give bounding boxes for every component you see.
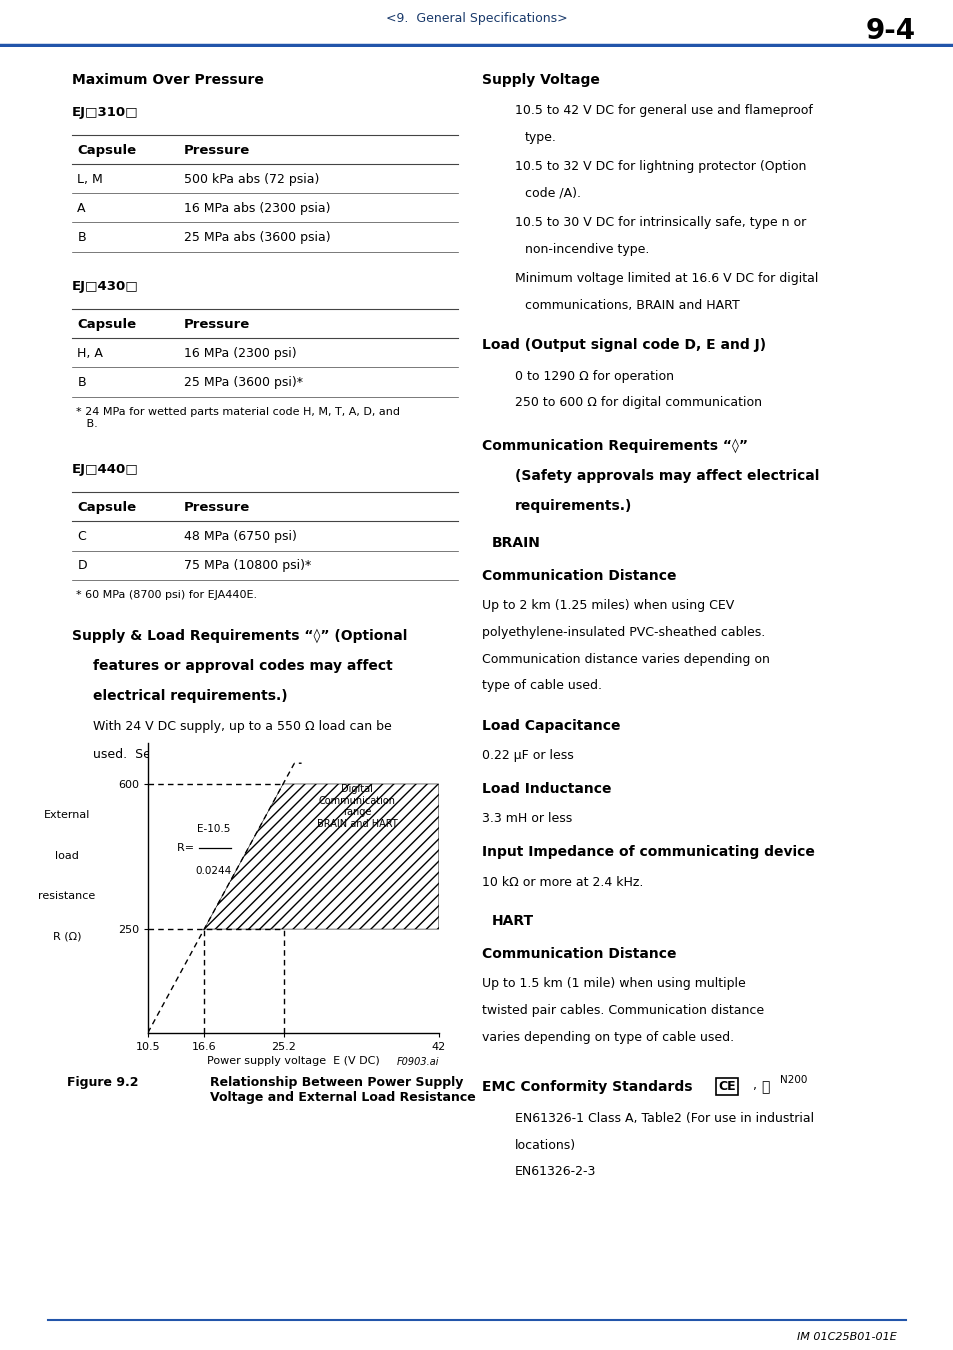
- Text: * 60 MPa (8700 psi) for EJA440E.: * 60 MPa (8700 psi) for EJA440E.: [76, 590, 257, 601]
- Text: 10 kΩ or more at 2.4 kHz.: 10 kΩ or more at 2.4 kHz.: [481, 876, 642, 888]
- Polygon shape: [204, 784, 438, 929]
- Text: External: External: [44, 810, 90, 819]
- Text: EN61326-1 Class A, Table2 (For use in industrial: EN61326-1 Class A, Table2 (For use in in…: [515, 1112, 814, 1125]
- Text: Capsule: Capsule: [77, 143, 136, 157]
- Text: B: B: [77, 231, 86, 244]
- Text: twisted pair cables. Communication distance: twisted pair cables. Communication dista…: [481, 1004, 763, 1017]
- Text: polyethylene-insulated PVC-sheathed cables.: polyethylene-insulated PVC-sheathed cabl…: [481, 626, 764, 639]
- Text: 75 MPa (10800 psi)*: 75 MPa (10800 psi)*: [183, 559, 311, 572]
- Text: 16 MPa abs (2300 psia): 16 MPa abs (2300 psia): [183, 202, 330, 215]
- Text: 0.22 μF or less: 0.22 μF or less: [481, 749, 573, 761]
- Text: type.: type.: [524, 131, 556, 144]
- Text: communications, BRAIN and HART: communications, BRAIN and HART: [524, 298, 739, 312]
- Text: Up to 1.5 km (1 mile) when using multiple: Up to 1.5 km (1 mile) when using multipl…: [481, 977, 744, 991]
- Text: electrical requirements.): electrical requirements.): [92, 690, 287, 703]
- Text: Communication Requirements “◊”: Communication Requirements “◊”: [481, 439, 747, 452]
- Text: Pressure: Pressure: [183, 319, 250, 331]
- Text: Capsule: Capsule: [77, 501, 136, 514]
- Text: non-incendive type.: non-incendive type.: [524, 243, 648, 255]
- Text: HART: HART: [491, 914, 533, 927]
- Text: features or approval codes may affect: features or approval codes may affect: [92, 659, 392, 672]
- Text: EN61326-2-3: EN61326-2-3: [515, 1165, 596, 1179]
- Text: Input Impedance of communicating device: Input Impedance of communicating device: [481, 845, 814, 860]
- Text: Figure 9.2: Figure 9.2: [67, 1076, 138, 1089]
- Text: Supply & Load Requirements “◊” (Optional: Supply & Load Requirements “◊” (Optional: [71, 628, 407, 643]
- Text: EMC Conformity Standards: EMC Conformity Standards: [481, 1080, 701, 1095]
- Text: 3.3 mH or less: 3.3 mH or less: [481, 813, 572, 825]
- Text: Communication Distance: Communication Distance: [481, 946, 676, 961]
- Text: Load Inductance: Load Inductance: [481, 782, 611, 796]
- Text: R=: R=: [177, 844, 197, 853]
- Text: code /A).: code /A).: [524, 186, 580, 200]
- Text: EJ□310□: EJ□310□: [71, 105, 138, 119]
- Text: 0 to 1290 Ω for operation: 0 to 1290 Ω for operation: [515, 370, 674, 382]
- Text: D: D: [77, 559, 87, 572]
- Text: 10.5 to 32 V DC for lightning protector (Option: 10.5 to 32 V DC for lightning protector …: [515, 161, 805, 173]
- Text: H, A: H, A: [77, 347, 103, 360]
- Text: 10.5 to 42 V DC for general use and flameproof: 10.5 to 42 V DC for general use and flam…: [515, 104, 812, 117]
- Text: 9-4: 9-4: [864, 16, 915, 45]
- Text: Load (Output signal code D, E and J): Load (Output signal code D, E and J): [481, 338, 765, 352]
- Text: 10.5 to 30 V DC for intrinsically safe, type n or: 10.5 to 30 V DC for intrinsically safe, …: [515, 216, 805, 230]
- Text: Pressure: Pressure: [183, 501, 250, 514]
- Text: 48 MPa (6750 psi): 48 MPa (6750 psi): [183, 531, 296, 543]
- Text: Load Capacitance: Load Capacitance: [481, 718, 619, 733]
- Text: Maximum Over Pressure: Maximum Over Pressure: [71, 73, 263, 86]
- Text: 25 MPa abs (3600 psia): 25 MPa abs (3600 psia): [183, 231, 330, 244]
- Text: Pressure: Pressure: [183, 143, 250, 157]
- Text: N200: N200: [780, 1075, 807, 1085]
- Text: Relationship Between Power Supply
Voltage and External Load Resistance: Relationship Between Power Supply Voltag…: [210, 1076, 476, 1104]
- Text: BRAIN: BRAIN: [491, 536, 539, 549]
- Text: (Safety approvals may affect electrical: (Safety approvals may affect electrical: [515, 468, 819, 482]
- Text: Supply Voltage: Supply Voltage: [481, 73, 599, 86]
- Text: locations): locations): [515, 1138, 576, 1152]
- Text: 16 MPa (2300 psi): 16 MPa (2300 psi): [183, 347, 295, 360]
- Text: used.  See graph below.: used. See graph below.: [92, 748, 242, 760]
- Text: 25 MPa (3600 psi)*: 25 MPa (3600 psi)*: [183, 377, 302, 389]
- Text: ,: ,: [748, 1079, 756, 1092]
- Text: F0903.ai: F0903.ai: [395, 1057, 438, 1066]
- Text: Ⓝ: Ⓝ: [760, 1080, 769, 1095]
- Text: L, M: L, M: [77, 173, 103, 186]
- Text: Capsule: Capsule: [77, 319, 136, 331]
- Text: B: B: [77, 377, 86, 389]
- Text: Communication Distance: Communication Distance: [481, 568, 676, 583]
- Text: E-10.5: E-10.5: [196, 824, 230, 834]
- Text: 500 kPa abs (72 psia): 500 kPa abs (72 psia): [183, 173, 318, 186]
- Text: Minimum voltage limited at 16.6 V DC for digital: Minimum voltage limited at 16.6 V DC for…: [515, 271, 818, 285]
- Text: * 24 MPa for wetted parts material code H, M, T, A, D, and
   B.: * 24 MPa for wetted parts material code …: [76, 408, 400, 429]
- Text: With 24 V DC supply, up to a 550 Ω load can be: With 24 V DC supply, up to a 550 Ω load …: [92, 720, 391, 733]
- Text: <9.  General Specifications>: <9. General Specifications>: [386, 12, 567, 24]
- Text: Communication distance varies depending on: Communication distance varies depending …: [481, 652, 769, 666]
- Text: A: A: [77, 202, 86, 215]
- Text: 0.0244: 0.0244: [195, 865, 232, 876]
- Text: IM 01C25B01-01E: IM 01C25B01-01E: [796, 1331, 896, 1342]
- X-axis label: Power supply voltage  E (V DC): Power supply voltage E (V DC): [207, 1056, 379, 1066]
- Text: Up to 2 km (1.25 miles) when using CEV: Up to 2 km (1.25 miles) when using CEV: [481, 599, 733, 613]
- Text: C: C: [77, 531, 86, 543]
- Text: requirements.): requirements.): [515, 500, 632, 513]
- Text: 250 to 600 Ω for digital communication: 250 to 600 Ω for digital communication: [515, 397, 761, 409]
- Text: load: load: [54, 850, 79, 861]
- Text: CE: CE: [718, 1080, 735, 1094]
- Text: EJ□430□: EJ□430□: [71, 279, 138, 293]
- Text: varies depending on type of cable used.: varies depending on type of cable used.: [481, 1031, 733, 1044]
- Text: type of cable used.: type of cable used.: [481, 679, 601, 693]
- Text: Digital
Communication
range
BRAIN and HART: Digital Communication range BRAIN and HA…: [316, 784, 397, 829]
- Text: EJ□440□: EJ□440□: [71, 463, 138, 477]
- Text: resistance: resistance: [38, 891, 95, 902]
- Text: R (Ω): R (Ω): [52, 931, 81, 942]
